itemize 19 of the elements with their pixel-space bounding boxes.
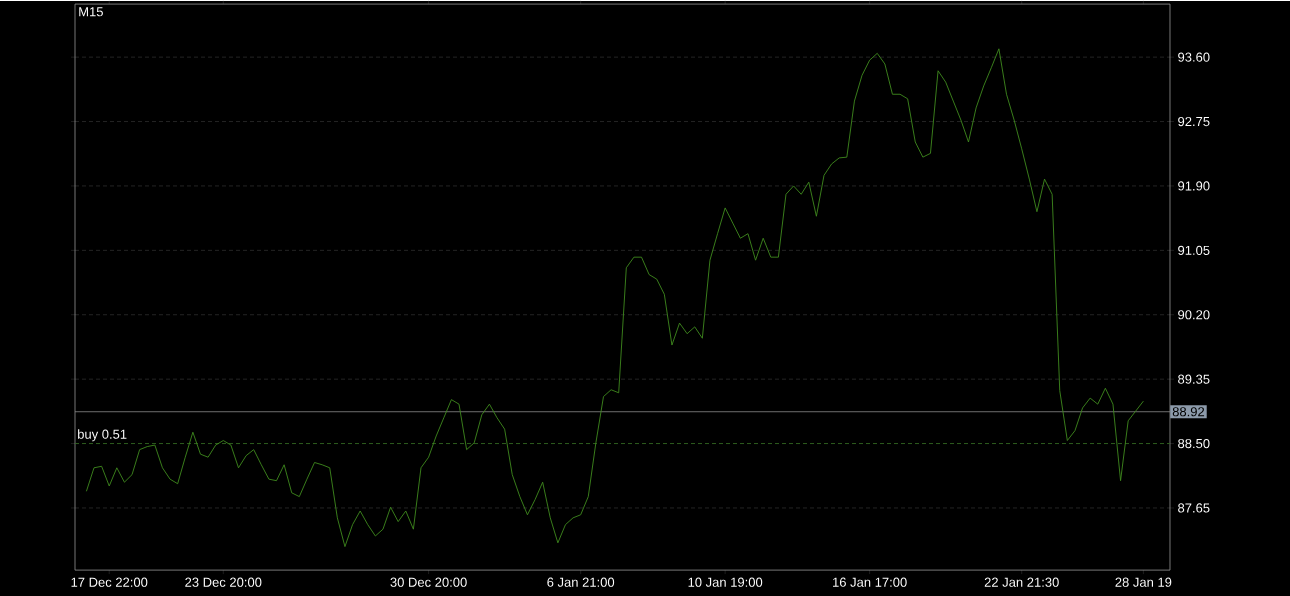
ref-line-label: 88.92 <box>1172 407 1205 417</box>
x-tick-label: 17 Dec 22:00 <box>71 577 148 587</box>
y-tick-label: 88.50 <box>1178 438 1210 449</box>
x-tick-label: 22 Jan 21:30 <box>984 577 1059 587</box>
x-tick-label: 23 Dec 20:00 <box>185 577 262 587</box>
x-tick-label: 28 Jan 19 <box>1115 577 1172 587</box>
y-tick-label: 90.20 <box>1178 310 1210 320</box>
chart-title: M15 <box>79 7 103 17</box>
x-tick-label: 30 Dec 20:00 <box>390 577 467 587</box>
y-tick-label: 93.60 <box>1178 52 1210 62</box>
x-tick-label: 6 Jan 21:00 <box>547 577 615 587</box>
y-tick-label: 91.90 <box>1178 181 1210 191</box>
y-tick-label: 87.65 <box>1178 503 1210 513</box>
x-tick-label: 10 Jan 19:00 <box>688 577 763 587</box>
ref-line-label: buy 0.51 <box>78 429 127 442</box>
x-tick-label: 16 Jan 17:00 <box>833 577 907 587</box>
y-tick-label: 91.05 <box>1178 245 1210 255</box>
y-tick-label: 89.35 <box>1178 374 1210 384</box>
y-tick-label: 92.75 <box>1178 116 1210 127</box>
